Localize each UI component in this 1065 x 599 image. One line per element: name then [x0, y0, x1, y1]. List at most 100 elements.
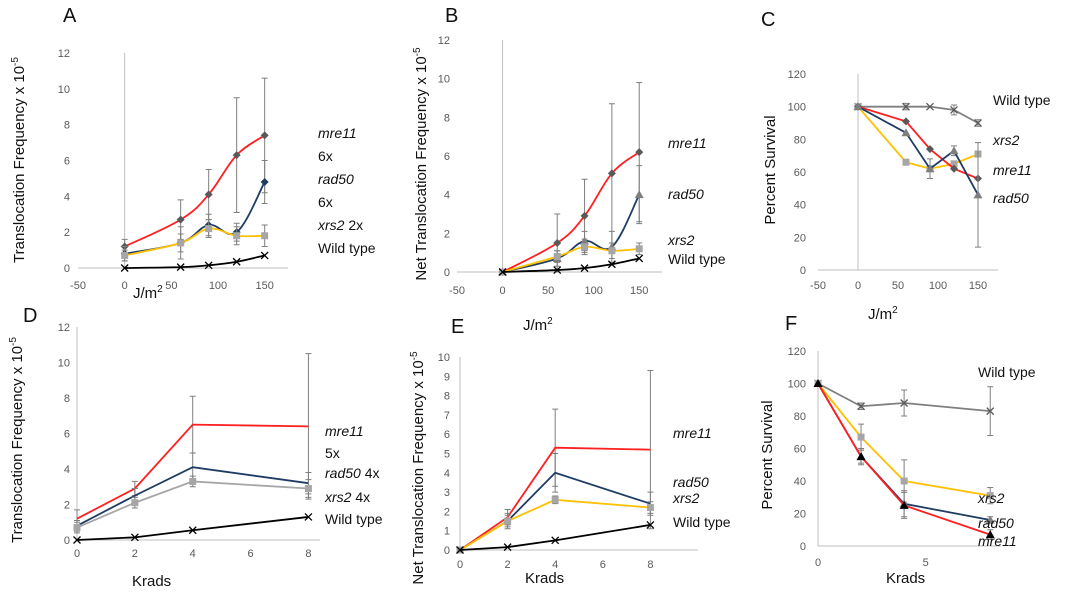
data-point-marker — [204, 190, 213, 199]
data-point-marker — [986, 407, 995, 416]
series-label: xrs2 — [667, 232, 695, 248]
series-line — [76, 423, 309, 520]
series-rad50 — [498, 165, 644, 276]
y-tick-label: 8 — [444, 391, 450, 403]
data-point-marker — [813, 379, 823, 387]
y-tick-label: 4 — [444, 468, 450, 480]
data-point-marker — [503, 543, 512, 552]
y-tick-label: 0 — [800, 541, 806, 553]
series-xrs2 — [121, 219, 269, 262]
series-line — [502, 257, 640, 273]
data-point-marker — [580, 211, 589, 220]
series-line — [124, 254, 265, 269]
series-label: xrs2 — [992, 132, 1020, 148]
x-tick-label: 8 — [647, 559, 653, 571]
y-tick-label: 2 — [444, 506, 450, 518]
y-tick-label: 4 — [64, 464, 70, 476]
data-point-marker — [232, 257, 241, 266]
y-tick-label: 120 — [788, 346, 806, 358]
series-label: 6x — [318, 194, 333, 210]
data-point-marker — [985, 530, 995, 539]
y-tick-label: 60 — [794, 167, 806, 179]
series-line — [459, 498, 651, 551]
x-tick-label: 100 — [209, 280, 227, 292]
data-point-marker — [260, 251, 269, 260]
series-label: 6x — [318, 148, 333, 164]
series-xrs2 — [73, 475, 312, 534]
series-label-part: xrs2 — [672, 490, 700, 506]
series-label: rad50 — [318, 171, 354, 187]
series-mre11 — [854, 102, 982, 183]
data-point-marker — [205, 225, 213, 233]
series-line — [124, 181, 266, 255]
series-xrs2 — [499, 238, 643, 276]
series-mre11 — [813, 379, 995, 540]
y-tick-label: 0 — [444, 545, 450, 557]
data-point-marker — [950, 105, 958, 114]
y-tick-label: 12 — [58, 48, 70, 60]
y-tick-label: 12 — [58, 322, 70, 334]
data-point-marker — [260, 178, 269, 186]
data-point-marker — [902, 117, 910, 126]
x-tick-label: -50 — [70, 280, 86, 292]
series-wild-type — [814, 379, 995, 436]
y-tick-label: 2 — [64, 227, 70, 239]
y-axis-title: Percent Survival — [762, 115, 779, 224]
x-axis-title-text: J/m — [523, 317, 547, 334]
y-axis-title-text: Translocation Frequency x 10 — [11, 66, 28, 263]
x-tick-label: 150 — [969, 280, 987, 292]
x-tick-label: 100 — [929, 280, 947, 292]
data-point-marker — [926, 145, 934, 154]
data-point-marker — [646, 520, 655, 529]
series-label: xrs2 — [977, 490, 1005, 506]
x-axis-title: Krads — [132, 573, 171, 590]
data-point-marker — [853, 102, 863, 111]
series-label: rad50 — [978, 515, 1014, 531]
series-label-part: 6x — [318, 148, 333, 164]
series-label-part: xrs2 — [317, 217, 345, 233]
x-axis-title-text: J/m — [133, 285, 157, 302]
y-axis-title-superscript: -5 — [412, 47, 423, 56]
y-tick-label: 2 — [444, 228, 450, 240]
series-label: Wild type — [978, 364, 1036, 380]
series-label-part: mre11 — [993, 162, 1032, 178]
data-point-marker — [902, 102, 910, 111]
y-axis-title-text: Translocation Frequency x 10 — [9, 346, 26, 543]
data-point-marker — [304, 512, 313, 521]
y-tick-label: 8 — [64, 393, 70, 405]
y-tick-label: 1 — [444, 526, 450, 538]
series-label-part: Wild type — [978, 364, 1036, 380]
x-tick-label: 50 — [542, 285, 554, 297]
data-point-marker — [189, 477, 197, 485]
x-tick-label: 150 — [630, 285, 648, 297]
x-tick-label: 4 — [552, 559, 558, 571]
x-tick-label: 0 — [499, 285, 505, 297]
data-point-marker — [233, 232, 241, 240]
x-tick-label: -50 — [449, 285, 465, 297]
x-tick-label: 8 — [305, 548, 311, 560]
y-axis-title-superscript: -5 — [409, 351, 420, 360]
series-label: 5x — [325, 445, 340, 461]
series-label-part: 6x — [318, 194, 333, 210]
series-line — [459, 446, 651, 551]
data-point-marker — [902, 158, 910, 166]
series-label-part: mre11 — [325, 423, 364, 439]
x-tick-label: 5 — [923, 557, 929, 569]
series-label-part: mre11 — [668, 135, 707, 151]
series-line — [858, 105, 979, 124]
data-point-marker — [551, 536, 560, 545]
y-tick-label: 80 — [794, 134, 806, 146]
data-point-marker — [857, 433, 865, 441]
y-tick-label: 20 — [794, 232, 806, 244]
x-tick-label: 50 — [892, 280, 904, 292]
data-point-marker — [607, 169, 616, 178]
data-point-marker — [73, 524, 81, 532]
series-rad50 — [74, 452, 312, 532]
series-label: mre11 — [318, 125, 357, 141]
series-label: mre11 — [668, 135, 707, 151]
data-point-marker — [232, 151, 241, 160]
data-point-marker — [131, 499, 139, 507]
x-axis-title-superscript: 2 — [547, 316, 553, 327]
series-label: mre11 — [673, 425, 712, 441]
x-axis-title-text: J/m — [868, 306, 892, 323]
